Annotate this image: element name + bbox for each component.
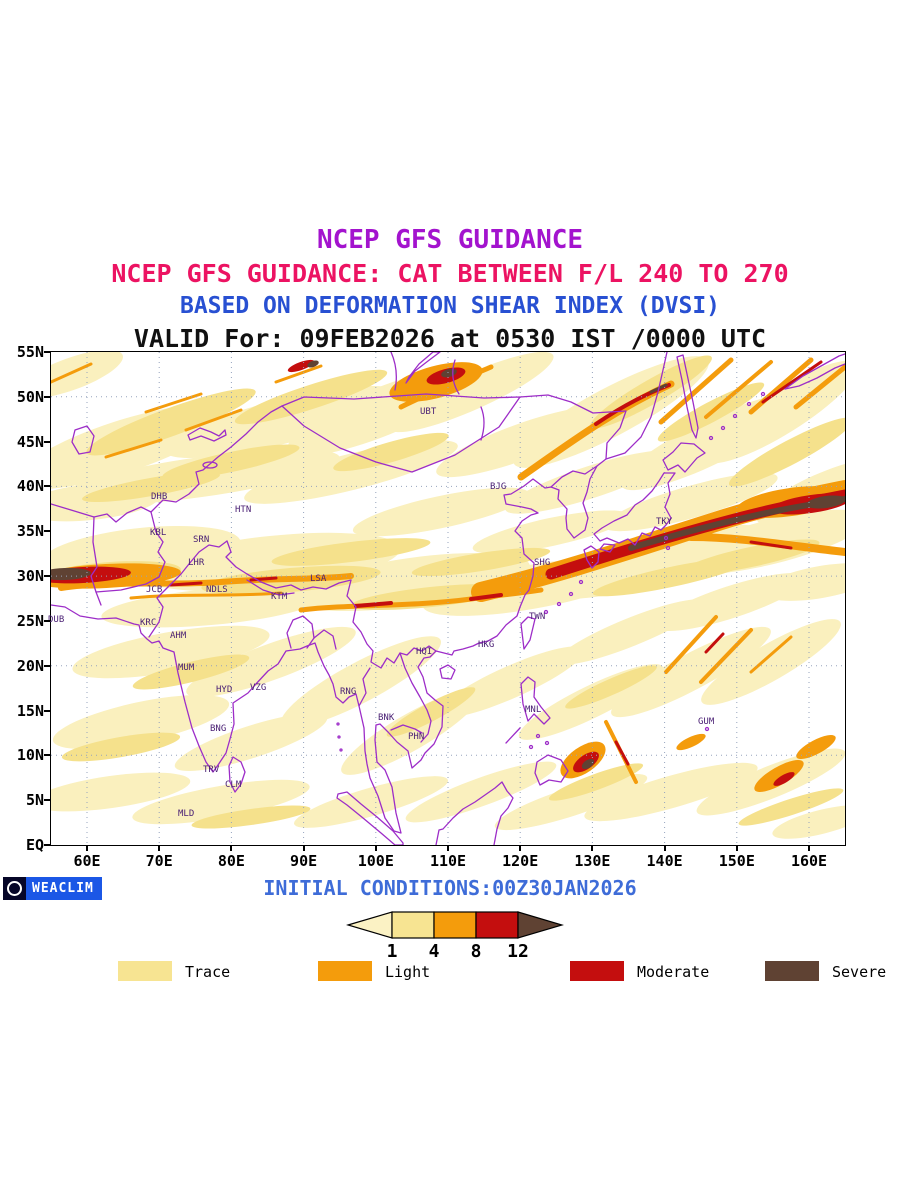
x-tick-label: 130E — [574, 852, 611, 870]
colorbar-tick-label: 12 — [507, 941, 529, 962]
x-tick — [808, 846, 810, 851]
colorbar-trace-segment — [391, 911, 435, 939]
legend-label-trace: Trace — [185, 963, 231, 981]
y-tick-label: 15N — [16, 701, 44, 720]
title-ncep-gfs: NCEP GFS GUIDANCE — [316, 225, 584, 255]
y-tick — [44, 843, 50, 846]
y-tick — [44, 619, 50, 622]
y-tick — [44, 395, 50, 398]
x-tick-label: 150E — [718, 852, 755, 870]
legend-swatch-severe — [765, 961, 819, 981]
weaclim-logo: WEACLIM — [3, 877, 102, 900]
x-tick — [663, 846, 666, 851]
y-tick — [44, 530, 50, 533]
colorbar-tick-label: 4 — [428, 941, 440, 962]
y-tick — [44, 664, 50, 667]
x-tick — [519, 846, 522, 851]
y-tick-label: 25N — [16, 611, 44, 630]
y-tick — [44, 351, 50, 353]
y-tick-label: 55N — [16, 343, 44, 361]
turbulence-map — [51, 352, 845, 845]
y-tick-label: 10N — [16, 746, 44, 765]
colorbar-tick-label: 1 — [386, 941, 398, 962]
legend-label-severe: Severe — [832, 963, 887, 981]
y-tick — [44, 709, 50, 712]
title-cat-levels: NCEP GFS GUIDANCE: CAT BETWEEN F/L 240 T… — [111, 259, 789, 288]
weaclim-logo-text: WEACLIM — [26, 877, 102, 900]
colorbar-severe-segment — [517, 911, 564, 939]
x-tick-label: 90E — [290, 852, 318, 870]
x-tick-label: 100E — [357, 852, 394, 870]
legend-label-moderate: Moderate — [637, 963, 710, 981]
legend-swatch-moderate — [570, 961, 624, 981]
colorbar-tick-label: 8 — [470, 941, 482, 962]
x-tick-label: 140E — [646, 852, 683, 870]
x-tick-label: 110E — [429, 852, 467, 870]
coastlines — [51, 352, 845, 845]
y-tick-label: 20N — [16, 656, 44, 675]
y-tick-label: 5N — [25, 791, 44, 810]
x-tick — [230, 846, 233, 851]
initial-conditions-text: INITIAL CONDITIONS:00Z30JAN2026 — [263, 876, 637, 900]
title-valid-time: VALID For: 09FEB2026 at 0530 IST /0000 U… — [133, 324, 767, 353]
x-tick-label: 80E — [217, 852, 245, 870]
colorbar-light-segment — [433, 911, 477, 939]
x-tick — [302, 846, 305, 851]
y-tick-label: 30N — [16, 567, 44, 586]
y-tick — [44, 440, 50, 443]
x-tick — [158, 846, 161, 851]
colorbar — [346, 911, 564, 939]
x-tick — [374, 846, 377, 851]
legend-label-light: Light — [385, 963, 431, 981]
x-tick — [447, 846, 449, 851]
y-tick-label: 35N — [16, 522, 44, 541]
x-tick-label: 160E — [790, 852, 828, 870]
y-tick-label: 45N — [16, 432, 44, 451]
title-dvsi: BASED ON DEFORMATION SHEAR INDEX (DVSI) — [179, 293, 721, 319]
x-tick-label: 70E — [145, 852, 173, 870]
legend-swatch-trace — [118, 961, 172, 981]
y-tick — [44, 485, 50, 488]
colorbar-moderate-segment — [475, 911, 519, 939]
x-tick — [86, 846, 88, 851]
y-tick — [44, 575, 50, 578]
y-tick-label: 50N — [16, 387, 44, 406]
x-tick-label: 120E — [502, 852, 539, 870]
map-area: UBT DHB HTN BJG KBL SRN TKY LHR SHG LSA JCB NDLS KTM… — [48, 351, 846, 846]
legend-swatch-light — [318, 961, 372, 981]
y-tick — [44, 754, 50, 757]
colorbar-below-segment — [346, 911, 393, 939]
y-tick-label: EQ — [25, 835, 44, 854]
x-tick — [591, 846, 594, 851]
x-tick — [735, 846, 738, 851]
x-tick-label: 60E — [73, 852, 101, 870]
y-tick — [44, 799, 50, 802]
weaclim-circle-icon — [3, 877, 26, 900]
y-tick-label: 40N — [16, 477, 44, 496]
